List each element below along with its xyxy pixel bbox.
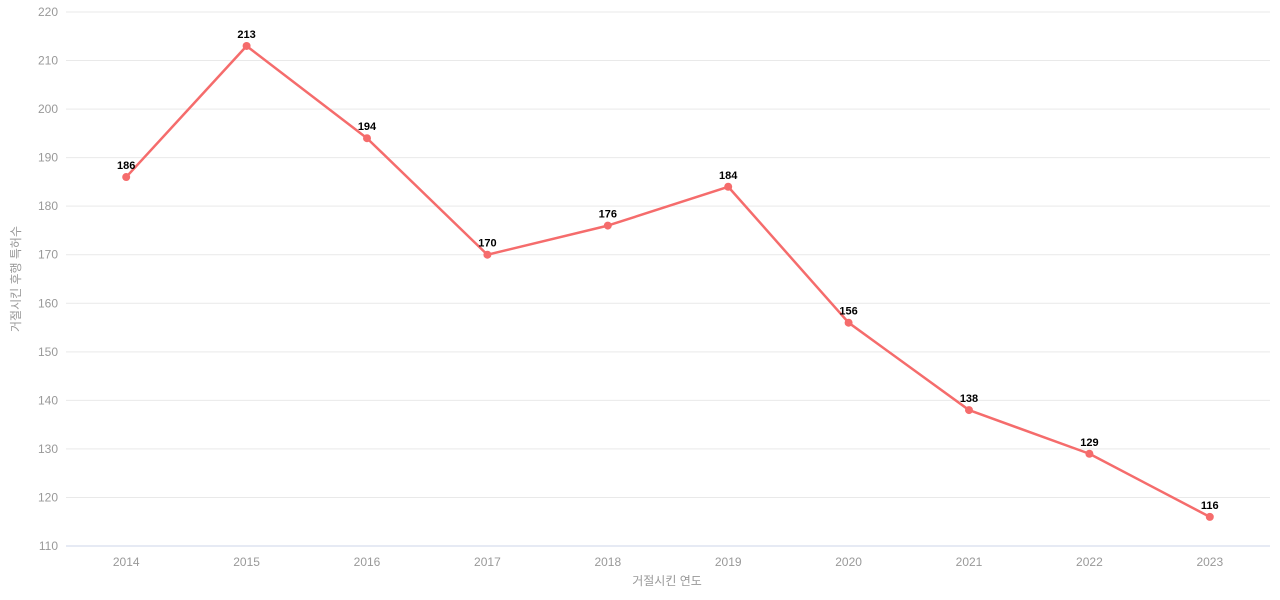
data-point[interactable] (965, 406, 973, 415)
data-point-label: 156 (839, 306, 857, 318)
y-axis-title: 거절시킨 후행 특허수 (8, 226, 23, 332)
data-point-markers (122, 41, 1214, 521)
y-tick-label: 200 (38, 102, 58, 116)
y-tick-label: 180 (38, 199, 58, 213)
y-tick-label: 160 (38, 296, 58, 310)
y-tick-label: 120 (38, 490, 58, 504)
x-axis-title: 거절시킨 연도 (632, 574, 702, 588)
y-tick-label: 140 (38, 393, 58, 407)
x-tick-label: 2021 (956, 555, 983, 569)
x-axis-tick-labels: 2014 2015 2016 2017 2018 2019 2020 2021 2022 2023 (113, 555, 1224, 569)
y-tick-label: 150 (38, 345, 58, 359)
data-point[interactable] (483, 250, 492, 259)
data-point-label: 116 (1201, 500, 1219, 512)
y-tick-label: 190 (38, 151, 58, 165)
data-point[interactable] (1085, 449, 1094, 458)
x-tick-label: 2016 (354, 555, 381, 569)
x-tick-label: 2019 (715, 555, 742, 569)
data-point-label: 129 (1080, 437, 1098, 449)
data-point-label: 170 (478, 238, 496, 250)
x-tick-label: 2017 (474, 555, 501, 569)
data-point[interactable] (603, 221, 612, 230)
y-tick-label: 220 (38, 5, 58, 19)
data-point[interactable] (1205, 512, 1214, 521)
data-point[interactable] (122, 173, 131, 182)
y-tick-label: 130 (38, 442, 58, 456)
y-axis-tick-labels: 110 120 130 140 150 160 170 180 190 200 210 220 (38, 5, 58, 553)
x-tick-label: 2022 (1076, 555, 1103, 569)
data-point-label: 194 (358, 121, 377, 133)
y-tick-label: 110 (39, 539, 58, 553)
data-point-label: 213 (237, 29, 255, 41)
gridlines (66, 11, 1270, 547)
y-tick-label: 210 (38, 54, 58, 68)
data-point[interactable] (844, 318, 853, 327)
data-point-label: 138 (960, 393, 978, 405)
data-point-label: 184 (719, 170, 738, 182)
x-tick-label: 2018 (594, 555, 621, 569)
data-point[interactable] (363, 134, 371, 143)
x-tick-label: 2014 (113, 555, 140, 569)
data-point-label: 176 (599, 209, 617, 221)
x-tick-label: 2023 (1196, 555, 1223, 569)
y-tick-label: 170 (38, 248, 58, 262)
x-tick-label: 2020 (835, 555, 862, 569)
data-point-labels: 186 213 194 170 176 184 156 138 129 116 (117, 29, 1219, 512)
series-line (124, 44, 1212, 519)
data-point[interactable] (724, 182, 733, 191)
x-tick-label: 2015 (233, 555, 260, 569)
data-point-label: 186 (117, 160, 135, 172)
data-point[interactable] (242, 41, 251, 50)
